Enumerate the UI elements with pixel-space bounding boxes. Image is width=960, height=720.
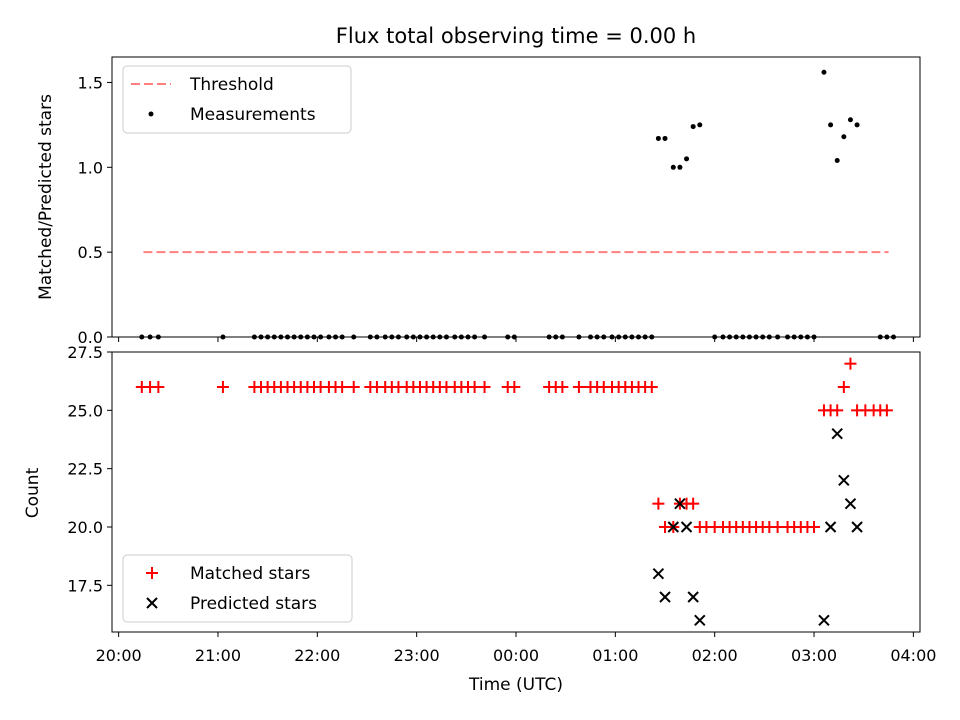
top-y-tick-label: 1.0 xyxy=(78,158,103,177)
predicted-star-point xyxy=(844,497,857,510)
matched-star-point xyxy=(336,381,349,393)
bottom-y-tick-label: 27.5 xyxy=(67,343,103,362)
matched-star-point xyxy=(645,381,658,393)
matched-star-point xyxy=(837,381,850,393)
top-panel: 0.0 0.5 1.0 1.5 Matched/Predicted stars Thr… xyxy=(36,56,921,347)
legend-matched-swatch xyxy=(146,567,158,579)
predicted-star-point xyxy=(824,521,837,533)
measurement-point xyxy=(834,158,840,164)
measurement-point xyxy=(655,135,661,141)
matched-star-point xyxy=(152,381,165,393)
bottom-x-tick-label: 03:00 xyxy=(791,646,837,665)
bottom-x-tick-label: 23:00 xyxy=(394,646,440,665)
predicted-star-point xyxy=(838,474,850,487)
bottom-axes: 17.5 20.0 22.5 25.0 27.5 20:00 21:00 22:00 23:00… xyxy=(67,343,936,665)
measurements-layer xyxy=(139,69,897,340)
predicted-star-point xyxy=(674,497,686,510)
bottom-y-tick-label: 17.5 xyxy=(67,576,103,595)
top-y-axis-label: Matched/Predicted stars xyxy=(36,94,56,300)
predicted-star-point xyxy=(851,521,863,533)
predicted-star-point xyxy=(831,427,843,440)
measurement-point xyxy=(677,164,683,170)
bottom-x-tick-label: 21:00 xyxy=(195,646,241,665)
bottom-y-tick-label: 20.0 xyxy=(67,518,103,537)
predicted-star-point xyxy=(652,567,665,580)
top-y-tick-label: 1.5 xyxy=(78,73,103,92)
matched-star-point xyxy=(478,381,491,393)
measurement-point xyxy=(847,117,853,123)
legend-measurements-label: Measurements xyxy=(190,105,316,125)
predicted-star-point xyxy=(659,591,671,603)
measurement-point xyxy=(690,124,696,130)
matched-star-point xyxy=(556,381,569,393)
predicted-star-point xyxy=(687,591,699,603)
matched-star-point xyxy=(508,381,521,393)
matched-star-point xyxy=(687,497,700,510)
bottom-x-tick-label: 20:00 xyxy=(96,646,142,665)
legend-matched-label: Matched stars xyxy=(190,564,310,584)
bottom-x-axis-label: Time (UTC) xyxy=(468,675,563,695)
bottom-x-tick-label: 00:00 xyxy=(493,646,539,665)
matched-star-point xyxy=(652,497,665,510)
bottom-x-tick-label: 01:00 xyxy=(592,646,638,665)
matched-star-point xyxy=(572,381,585,393)
bottom-y-axis-label: Count xyxy=(23,467,43,518)
chart-title: Flux total observing time = 0.00 h xyxy=(336,24,696,48)
matched-star-point xyxy=(831,404,844,417)
bottom-y-tick-label: 25.0 xyxy=(67,401,103,420)
bottom-x-tick-label: 02:00 xyxy=(692,646,738,665)
predicted-star-point xyxy=(694,614,706,627)
top-legend-box xyxy=(122,65,352,134)
measurement-point xyxy=(684,156,690,162)
legend-measurements-swatch xyxy=(148,111,154,117)
measurement-point xyxy=(670,164,676,170)
measurement-point xyxy=(828,122,834,128)
matched-star-point xyxy=(216,381,229,393)
bottom-x-tick-label: 22:00 xyxy=(294,646,340,665)
top-legend: Threshold Measurements xyxy=(122,65,352,134)
predicted-star-point xyxy=(680,521,693,533)
matched-star-point xyxy=(347,381,360,393)
counts-layer xyxy=(135,357,893,627)
measurement-point xyxy=(821,69,827,75)
top-y-tick-label: 0.0 xyxy=(78,328,103,347)
legend-predicted-swatch xyxy=(146,597,158,609)
measurement-point xyxy=(697,122,703,128)
bottom-legend: Matched stars Predicted stars xyxy=(122,554,353,623)
legend-predicted-label: Predicted stars xyxy=(190,594,317,614)
matched-star-point xyxy=(808,521,821,533)
predicted-star-point xyxy=(818,614,830,627)
bottom-y-tick-label: 22.5 xyxy=(67,460,103,479)
bottom-panel: 17.5 20.0 22.5 25.0 27.5 20:00 21:00 22:00 23:00… xyxy=(23,343,936,695)
measurement-point xyxy=(662,135,668,141)
top-axes: 0.0 0.5 1.0 1.5 xyxy=(78,73,914,347)
top-y-tick-label: 0.5 xyxy=(78,243,103,262)
bottom-legend-box xyxy=(122,554,353,623)
bottom-x-tick-label: 04:00 xyxy=(890,646,936,665)
measurement-point xyxy=(841,134,847,140)
predicted-star-point xyxy=(667,521,680,533)
matched-star-point xyxy=(880,404,893,417)
legend-threshold-label: Threshold xyxy=(189,75,274,95)
matched-star-point xyxy=(844,357,857,370)
measurement-point xyxy=(854,122,860,128)
